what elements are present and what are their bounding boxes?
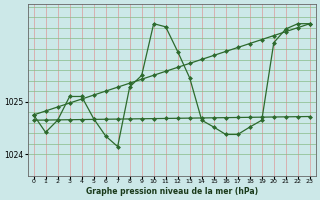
X-axis label: Graphe pression niveau de la mer (hPa): Graphe pression niveau de la mer (hPa) [86, 187, 258, 196]
